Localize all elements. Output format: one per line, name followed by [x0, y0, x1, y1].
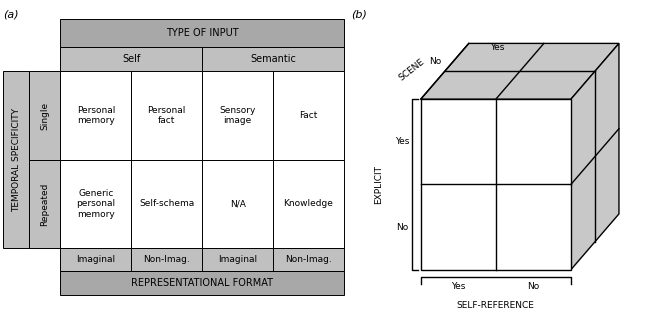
Text: Yes: Yes [490, 43, 504, 52]
Text: (a): (a) [3, 9, 19, 19]
Text: Repeated: Repeated [41, 182, 50, 225]
Bar [273, 248, 344, 271]
Bar [131, 248, 202, 271]
Bar [61, 160, 131, 248]
Text: No: No [430, 57, 442, 66]
Bar [61, 46, 202, 71]
Bar [29, 160, 61, 248]
Text: Sensory
image: Sensory image [220, 106, 256, 125]
Text: Single: Single [41, 101, 50, 130]
Text: TEMPORAL SPECIFICITY: TEMPORAL SPECIFICITY [12, 108, 21, 212]
Bar [61, 248, 131, 271]
Bar [202, 71, 273, 160]
Text: Imaginal: Imaginal [76, 255, 116, 264]
Bar [131, 71, 202, 160]
Text: (b): (b) [351, 9, 368, 19]
Text: SELF-REFERENCE: SELF-REFERENCE [457, 301, 535, 310]
Bar [202, 248, 273, 271]
Bar [202, 46, 344, 71]
Text: Knowledge: Knowledge [284, 199, 333, 208]
Text: Yes: Yes [395, 137, 410, 146]
Text: Imaginal: Imaginal [218, 255, 257, 264]
Bar [202, 160, 273, 248]
Text: REPRESENTATIONAL FORMAT: REPRESENTATIONAL FORMAT [131, 278, 273, 288]
Text: Non-Imag.: Non-Imag. [143, 255, 190, 264]
Text: No: No [397, 223, 409, 232]
Text: Semantic: Semantic [250, 54, 296, 64]
Polygon shape [421, 43, 619, 99]
Bar [273, 71, 344, 160]
Bar [61, 19, 344, 46]
Text: Generic
personal
memory: Generic personal memory [76, 189, 116, 219]
Text: Personal
memory: Personal memory [77, 106, 115, 125]
Polygon shape [421, 99, 571, 270]
Bar [3, 71, 29, 248]
Text: Fact: Fact [299, 111, 318, 120]
Polygon shape [571, 43, 619, 270]
Text: Self-schema: Self-schema [139, 199, 194, 208]
Text: N/A: N/A [230, 199, 245, 208]
Bar [61, 271, 344, 294]
Text: Yes: Yes [451, 282, 466, 291]
Text: No: No [527, 282, 539, 291]
Bar [131, 160, 202, 248]
Bar [273, 160, 344, 248]
Text: Self: Self [122, 54, 140, 64]
Bar [61, 71, 131, 160]
Text: EXPLICIT: EXPLICIT [374, 165, 383, 204]
Text: SCENE: SCENE [397, 57, 426, 83]
Text: Non-Imag.: Non-Imag. [285, 255, 332, 264]
Text: Personal
fact: Personal fact [147, 106, 186, 125]
Text: TYPE OF INPUT: TYPE OF INPUT [166, 28, 238, 38]
Bar [29, 71, 61, 160]
